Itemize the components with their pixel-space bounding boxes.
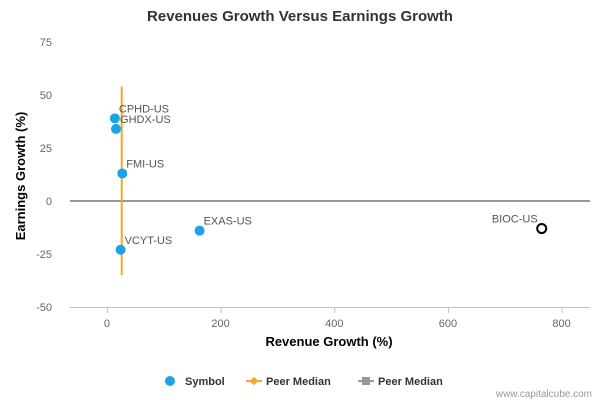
x-axis-ticks: 0 200 400 600 800	[104, 307, 571, 330]
y-tick-label: 25	[40, 143, 52, 155]
x-tick-label: 600	[439, 318, 457, 330]
peer-median-lines	[70, 86, 590, 276]
x-tick-label: 800	[552, 318, 570, 330]
y-tick-label: 75	[40, 37, 52, 49]
data-point-label: FMI-US	[126, 158, 164, 170]
data-point	[111, 123, 122, 134]
data-point	[117, 168, 128, 179]
x-tick-label: 400	[325, 318, 343, 330]
data-point	[536, 223, 548, 235]
y-axis-title: Earnings Growth (%)	[13, 112, 28, 241]
chart-title: Revenues Growth Versus Earnings Growth	[147, 8, 453, 25]
legend-label: Peer Median	[378, 376, 443, 388]
data-point	[109, 113, 120, 124]
legend: Symbol Peer Median Peer Median	[165, 376, 443, 388]
y-tick-label: -50	[36, 302, 52, 314]
data-point-label: EXAS-US	[204, 216, 252, 228]
x-tick-label: 0	[104, 318, 110, 330]
legend-symbol-marker	[165, 376, 175, 386]
y-tick-label: 50	[40, 90, 52, 102]
credit-text: www.capitalcube.com	[495, 389, 592, 400]
y-tick-label: -25	[36, 249, 52, 261]
y-tick-label: 0	[46, 196, 52, 208]
x-axis-title: Revenue Growth (%)	[265, 334, 392, 349]
legend-peer-median-earnings-marker	[362, 377, 370, 385]
legend-label: Peer Median	[266, 376, 331, 388]
legend-peer-median-revenue-marker	[249, 376, 259, 386]
y-axis-ticks: -50 -25 0 25 50 75	[36, 37, 52, 314]
data-point	[194, 225, 205, 236]
legend-label: Symbol	[185, 376, 225, 388]
x-tick-label: 200	[211, 318, 229, 330]
data-point-label: BIOC-US	[492, 214, 538, 226]
data-point	[115, 244, 126, 255]
data-point-label: GHDX-US	[120, 114, 171, 126]
data-point-label: CPHD-US	[119, 103, 169, 115]
data-point-label: VCYT-US	[125, 235, 173, 247]
